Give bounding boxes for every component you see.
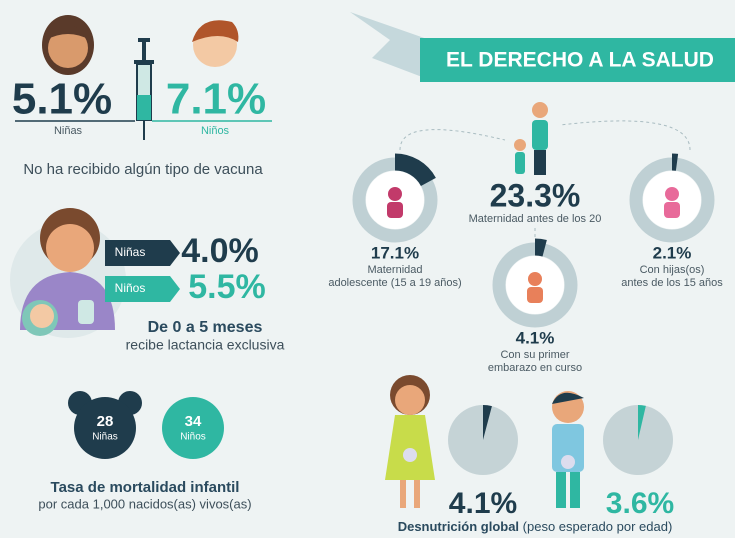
breastfeeding-caption: recibe lactancia exclusiva <box>126 337 285 353</box>
donut-caption: antes de los 15 años <box>621 277 723 289</box>
donut-icon <box>387 202 403 218</box>
mortality-boys-value: 34 <box>185 413 202 430</box>
donut-icon <box>665 187 679 201</box>
maternity-caption: Maternidad antes de los 20 <box>469 213 602 225</box>
breastfeeding-title: De 0 a 5 meses <box>148 319 263 336</box>
donut-icon <box>528 272 542 286</box>
donut-caption: Con su primer <box>500 349 569 361</box>
boy-figure <box>552 391 584 508</box>
donut-caption: Maternidad <box>367 264 422 276</box>
mortality-title: Tasa de mortalidad infantil <box>51 479 240 496</box>
mortality-girls-value: 28 <box>97 413 114 430</box>
malnutrition-girls-value: 4.1% <box>449 487 517 520</box>
mortality-caption: por cada 1,000 nacidos(as) vivos(as) <box>38 496 251 511</box>
donut-wedge <box>394 153 436 187</box>
donut-value: 2.1% <box>653 243 692 262</box>
breastfeeding-girls-label: Niñas <box>115 245 146 259</box>
vaccine-girls-value: 5.1% <box>12 75 112 124</box>
maternity-value: 23.3% <box>490 177 581 213</box>
connector <box>399 120 691 151</box>
boy-badge <box>162 397 224 459</box>
mortality-boys-label: Niños <box>180 432 206 443</box>
mother-illustration <box>10 208 126 338</box>
marks <box>352 153 715 475</box>
donut-value: 17.1% <box>371 243 419 262</box>
donut-icon <box>664 202 680 218</box>
breastfeeding-boys-label: Niños <box>115 281 146 295</box>
syringe <box>134 38 154 140</box>
malnutrition-boys-value: 3.6% <box>606 487 674 520</box>
donut-caption: embarazo en curso <box>488 362 582 374</box>
boy-head <box>192 20 239 67</box>
banner <box>420 38 735 82</box>
banner-back <box>350 12 430 80</box>
donut-caption: adolescente (15 a 19 años) <box>328 277 461 289</box>
malnutrition-subtitle: (peso esperado por edad) <box>523 519 673 534</box>
girl-figure <box>385 375 435 508</box>
breastfeeding-boys-value: 5.5% <box>188 268 266 306</box>
pie-wedge <box>483 405 492 440</box>
donut-wedge <box>534 238 547 257</box>
breastfeeding-girls-value: 4.0% <box>181 232 259 270</box>
donut-value: 4.1% <box>516 328 555 347</box>
malnutrition-title: Desnutrición global <box>398 519 519 534</box>
girl-badge <box>68 391 142 459</box>
donut-icon <box>527 287 543 303</box>
vaccine-boys-value: 7.1% <box>166 75 266 124</box>
vaccine-caption: No ha recibido algún tipo de vacuna <box>23 161 263 178</box>
malnutrition-heading: Desnutrición global (peso esperado por e… <box>398 519 673 534</box>
pie-wedge <box>638 405 646 440</box>
vaccine-boys-label: Niños <box>201 125 230 137</box>
girl-head <box>42 15 94 75</box>
mother-child-figure <box>514 102 548 175</box>
boys-tag <box>105 276 180 302</box>
girls-tag <box>105 240 180 266</box>
donut-icon <box>388 187 402 201</box>
donut-caption: Con hijas(os) <box>640 264 705 276</box>
health-title: EL DERECHO A LA SALUD <box>446 49 714 72</box>
vaccine-girls-label: Niñas <box>54 125 83 137</box>
mortality-girls-label: Niñas <box>92 432 118 443</box>
